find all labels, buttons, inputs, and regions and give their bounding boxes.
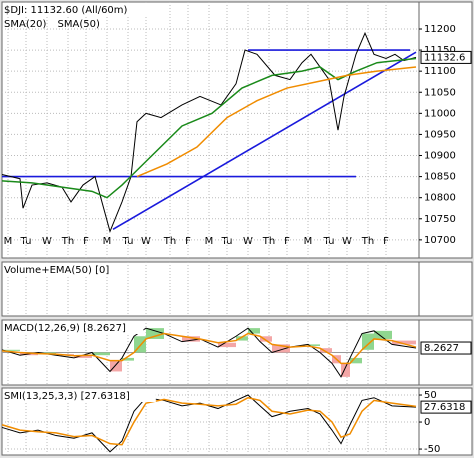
histogram-bar	[38, 352, 56, 354]
histogram-bar	[182, 336, 200, 342]
histogram-bar	[308, 344, 320, 346]
series-line	[1, 57, 417, 199]
title-bg	[3, 3, 156, 16]
panel-title: SMI(13,25,3,3) [27.6318]	[4, 391, 130, 402]
x-tick-label: M	[205, 236, 214, 247]
y-tick-label: 10950	[424, 129, 456, 140]
axis-panel	[418, 387, 473, 456]
x-tick-label: Tu	[221, 236, 233, 247]
y-tick-label: 11150	[424, 45, 456, 56]
histogram-bar	[146, 328, 164, 339]
axis-panel	[418, 1, 473, 259]
x-tick-label: M	[304, 236, 313, 247]
x-tick-label: W	[243, 236, 253, 247]
y-tick-label: 10700	[424, 235, 456, 246]
x-tick-label: W	[342, 236, 352, 247]
y-tick-label: 10900	[424, 151, 456, 162]
axis-panel	[418, 261, 473, 317]
series-line	[1, 396, 417, 446]
panel-title: Volume+EMA(50) [0]	[4, 265, 109, 276]
x-tick-label: M	[4, 236, 13, 247]
last-value-box	[420, 341, 472, 355]
panel-title: MACD(12,26,9) [8.2627]	[4, 323, 126, 334]
x-tick-label: F	[185, 236, 191, 247]
series-line	[1, 332, 417, 365]
x-tick-label: Th	[61, 236, 74, 247]
y-tick-label: 11050	[424, 87, 456, 98]
last-value-box	[420, 50, 472, 64]
y-tick-label: 11100	[424, 66, 456, 77]
histogram-bar	[110, 360, 122, 372]
last-value-box	[420, 400, 472, 414]
histogram-bar	[392, 340, 416, 345]
x-tick-label: W	[42, 236, 52, 247]
histogram-bar	[92, 352, 110, 356]
histogram-bar	[236, 336, 248, 341]
x-tick-label: F	[83, 236, 89, 247]
y-tick-label: 10750	[424, 214, 456, 225]
y-tick-label: 10850	[424, 172, 456, 183]
title-bg	[3, 389, 156, 402]
y-tick-label: -50	[424, 444, 440, 455]
x-tick-label: F	[383, 236, 389, 247]
x-tick-label: F	[284, 236, 290, 247]
histogram-bar	[341, 363, 350, 377]
title-bg	[3, 321, 144, 334]
panel-title: $DJI: 11132.60 (All/60m)	[4, 5, 128, 16]
y-tick-label: 10800	[424, 193, 456, 204]
panel	[1, 1, 420, 259]
histogram-bar	[74, 355, 92, 358]
last-value-label: 8.2627	[424, 343, 459, 354]
histogram-bar	[320, 348, 332, 353]
x-tick-label: Th	[361, 236, 374, 247]
x-tick-label: Th	[262, 236, 275, 247]
x-tick-label: M	[103, 236, 112, 247]
legend-entry: SMA(50)	[58, 19, 100, 30]
trend-line	[112, 51, 417, 231]
y-tick-label: 11200	[424, 24, 456, 35]
histogram-bar	[122, 357, 134, 361]
y-tick-label: 0	[424, 417, 430, 428]
last-value-label: 27.6318	[424, 402, 465, 413]
x-tick-label: Tu	[122, 236, 134, 247]
histogram-bar	[248, 328, 260, 334]
histogram-bar	[272, 344, 290, 353]
x-tick-label: Tu	[323, 236, 335, 247]
title-bg	[3, 263, 119, 276]
legend-entry: SMA(20)	[4, 19, 46, 30]
x-tick-label: Th	[163, 236, 176, 247]
histogram-bar	[374, 330, 392, 339]
histogram-bar	[260, 336, 272, 342]
y-tick-label: 50	[424, 390, 437, 401]
y-tick-label: 11000	[424, 108, 456, 119]
histogram-bar	[218, 342, 236, 348]
histogram-bar	[2, 349, 20, 351]
histogram-bar	[362, 333, 374, 350]
series-line	[136, 66, 417, 178]
x-tick-label: W	[141, 236, 151, 247]
last-value-label: 11132.6	[424, 52, 465, 63]
x-tick-label: Tu	[20, 236, 32, 247]
histogram-bar	[350, 357, 362, 364]
